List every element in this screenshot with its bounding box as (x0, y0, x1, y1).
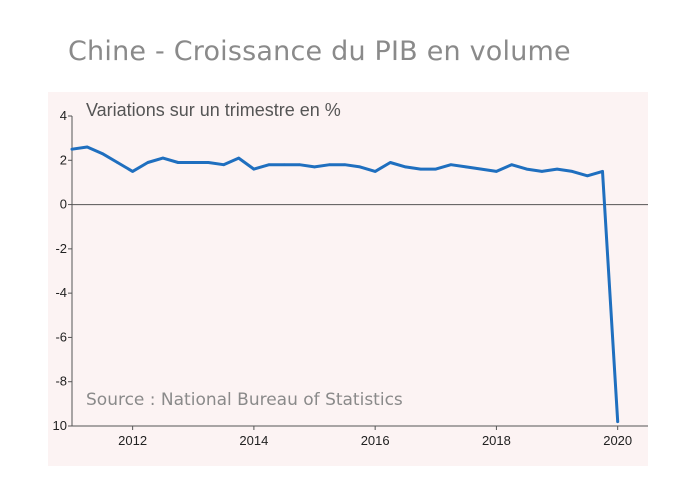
y-tick-label: -8 (55, 374, 67, 389)
data-point (616, 420, 619, 423)
x-tick-label: 2018 (482, 433, 511, 448)
y-tick-label: 2 (60, 152, 67, 167)
x-tick-label: 2014 (239, 433, 268, 448)
data-point (555, 167, 559, 171)
data-point (101, 152, 104, 155)
data-point (70, 147, 74, 151)
line-chart: Variations sur un trimestre en % Source … (53, 100, 648, 448)
y-tick-label: 0 (60, 197, 67, 212)
data-point (146, 161, 150, 164)
y-tick-label: 4 (60, 108, 67, 123)
data-point (161, 156, 165, 160)
y-tick-label: -2 (55, 241, 67, 256)
data-point (298, 163, 301, 167)
chart-source: Source : National Bureau of Statistics (86, 390, 403, 410)
data-point (116, 161, 119, 164)
y-tick-label: -6 (55, 329, 67, 344)
data-point (404, 165, 407, 169)
y-tick-label: -4 (55, 285, 67, 300)
data-point (222, 163, 225, 167)
data-point (540, 170, 544, 173)
data-point (449, 163, 453, 167)
data-point (252, 167, 256, 171)
x-tick-label: 2016 (361, 433, 390, 448)
data-point (479, 167, 483, 171)
data-point (373, 170, 377, 173)
data-point (328, 163, 331, 167)
series-line (70, 145, 620, 424)
data-point (191, 161, 195, 164)
data-point (207, 161, 210, 164)
chart-subtitle: Variations sur un trimestre en % (86, 100, 341, 120)
chart-panel: Variations sur un trimestre en % Source … (48, 92, 648, 466)
data-point (131, 170, 134, 173)
data-point (570, 170, 574, 173)
data-point (525, 167, 529, 171)
data-point (601, 170, 604, 173)
data-point (419, 167, 422, 171)
data-point (85, 145, 89, 149)
data-point (237, 156, 241, 160)
page-title: Chine - Croissance du PIB en volume (68, 36, 571, 67)
data-point (586, 174, 589, 178)
data-point (434, 167, 438, 171)
data-point (343, 163, 347, 167)
y-tick-label: 10 (53, 418, 67, 433)
data-point (495, 170, 498, 173)
data-point (176, 161, 180, 164)
data-point (267, 163, 271, 167)
x-tick-label: 2012 (118, 433, 147, 448)
data-point (464, 165, 468, 169)
data-point (313, 165, 316, 169)
data-point (358, 165, 362, 169)
x-tick-label: 2020 (603, 433, 632, 448)
data-point (282, 163, 286, 167)
data-point (389, 161, 392, 164)
data-point (510, 163, 513, 167)
